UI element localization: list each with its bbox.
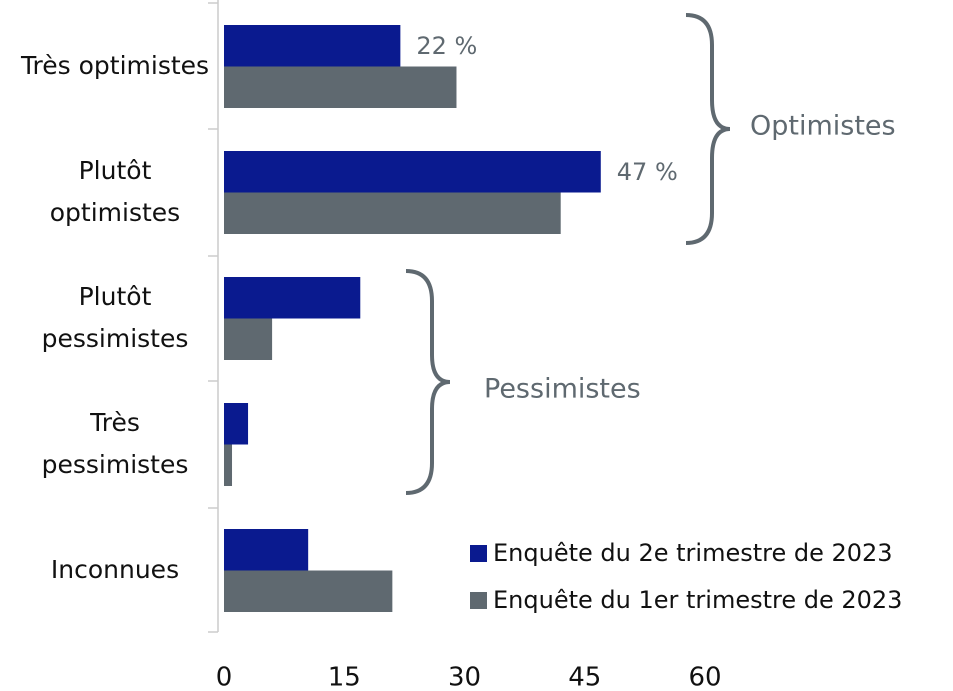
legend-item: Enquête du 2e trimestre de 2023 xyxy=(470,538,893,568)
legend-item: Enquête du 1er trimestre de 2023 xyxy=(470,585,902,615)
bar xyxy=(224,66,457,108)
category-label: Inconnues xyxy=(50,555,180,584)
legend-label: Enquête du 1er trimestre de 2023 xyxy=(493,586,903,614)
x-tick-label: 0 xyxy=(216,663,233,691)
bar xyxy=(224,444,233,486)
brace-optimistes xyxy=(685,13,731,245)
legend-swatch xyxy=(470,591,487,609)
bar xyxy=(224,570,393,612)
x-tick-label: 15 xyxy=(328,663,361,691)
value-label: 47 % xyxy=(617,158,678,186)
category-label: Très optimistes xyxy=(20,51,210,80)
x-tick-label: 60 xyxy=(688,663,721,691)
category-label: Plutôt pessimistes xyxy=(41,282,189,353)
bar xyxy=(224,277,361,319)
bar xyxy=(224,529,309,571)
bar xyxy=(224,151,601,193)
x-tick-label: 45 xyxy=(568,663,601,691)
bar xyxy=(224,403,249,445)
annotation: Pessimistes xyxy=(484,374,641,405)
legend-label: Enquête du 2e trimestre de 2023 xyxy=(493,539,893,567)
bar xyxy=(224,192,561,234)
category-label: Plutôt optimistes xyxy=(49,156,181,227)
annotation: Optimistes xyxy=(750,111,896,142)
legend-swatch xyxy=(470,544,487,562)
bar xyxy=(224,25,401,67)
category-label: Très pessimistes xyxy=(41,408,189,479)
x-tick-label: 30 xyxy=(448,663,481,691)
brace-pessimistes xyxy=(405,269,451,495)
value-label: 22 % xyxy=(416,32,477,60)
category-separators xyxy=(208,2,218,633)
bar xyxy=(224,318,273,360)
